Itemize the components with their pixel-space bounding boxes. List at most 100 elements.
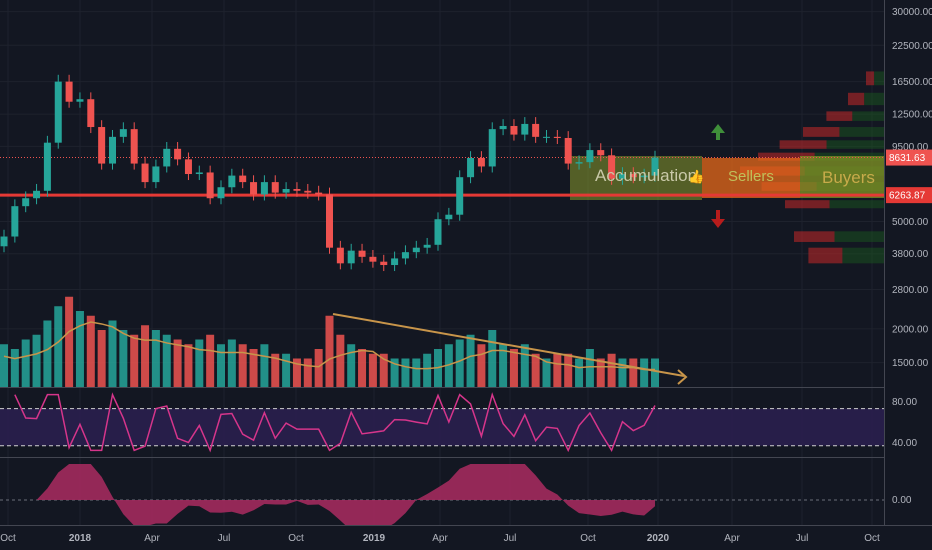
candle-body xyxy=(282,189,290,193)
candle-body xyxy=(510,125,518,135)
profile-bar xyxy=(794,231,835,242)
candle-body xyxy=(434,219,442,245)
candle-body xyxy=(87,99,95,128)
volume-bar xyxy=(119,330,128,387)
time-axis-label: Oct xyxy=(288,533,304,544)
volume-bar xyxy=(336,334,345,387)
candle-body xyxy=(11,206,19,237)
candle-body xyxy=(206,172,214,199)
candle-body xyxy=(315,192,323,195)
volume-bar xyxy=(141,325,150,387)
candle-body xyxy=(304,190,312,193)
buyers-zone xyxy=(800,156,884,198)
price-axis-label: 16500.00 xyxy=(892,77,932,88)
candle-body xyxy=(271,182,279,193)
profile-bar xyxy=(842,247,884,264)
volume-bar xyxy=(162,334,171,387)
volume-bar xyxy=(238,344,247,387)
volume-bar xyxy=(54,306,63,387)
profile-bar xyxy=(874,71,884,86)
candle-body xyxy=(564,137,572,164)
candle-body xyxy=(499,125,507,130)
price-axis[interactable] xyxy=(884,0,932,525)
volume-bar xyxy=(509,349,518,387)
candle-body xyxy=(65,81,73,102)
candle-body xyxy=(543,136,550,138)
candle-body xyxy=(98,127,106,164)
up-arrow-icon xyxy=(711,124,725,140)
volume-bar xyxy=(379,353,388,387)
volume-bar xyxy=(0,344,8,387)
profile-bar xyxy=(839,127,884,137)
candle-body xyxy=(130,129,138,164)
trendline-arrow-head xyxy=(677,369,688,385)
profile-bar xyxy=(826,140,884,149)
price-axis-label: 3800.00 xyxy=(892,249,929,260)
support-price-tag: 6263.87 xyxy=(886,187,932,204)
time-axis-label: Oct xyxy=(864,533,880,544)
candle-body xyxy=(239,175,247,183)
volume-bar xyxy=(195,339,204,387)
candle-body xyxy=(152,166,160,183)
volume-bars xyxy=(0,296,659,387)
accumulation-zone xyxy=(570,156,702,200)
volume-bar xyxy=(292,358,301,387)
time-axis-label: Oct xyxy=(0,533,16,544)
candle-body xyxy=(597,150,605,156)
volume-bar xyxy=(184,344,193,387)
volume-bar xyxy=(596,358,605,387)
volume-bar xyxy=(455,339,464,387)
rsi-axis-label-80: 80.00 xyxy=(892,397,917,408)
osc-axis-label: 0.00 xyxy=(892,495,912,506)
volume-bar xyxy=(130,334,139,387)
oscillator-pane xyxy=(0,457,932,536)
time-axis-label: Apr xyxy=(724,533,740,544)
candle-body xyxy=(195,172,203,175)
volume-bar xyxy=(86,315,95,387)
candle-body xyxy=(358,250,366,257)
volume-bar xyxy=(217,344,225,387)
zones xyxy=(570,156,884,200)
volume-bar xyxy=(520,344,529,387)
candle-body xyxy=(174,148,182,160)
price-axis-label: 22500.00 xyxy=(892,41,932,52)
volume-bar xyxy=(651,358,659,387)
time-axis-label: Jul xyxy=(504,533,517,544)
time-axis[interactable] xyxy=(0,525,884,550)
candle-body xyxy=(109,136,116,164)
profile-bar xyxy=(826,111,853,121)
sellers-zone xyxy=(702,158,800,198)
profile-bar xyxy=(864,92,884,106)
time-axis-label: 2019 xyxy=(363,533,386,544)
price-axis-label: 12500.00 xyxy=(892,110,932,121)
volume-bar xyxy=(368,353,377,387)
profile-bar xyxy=(779,140,827,149)
time-axis-label: 2020 xyxy=(647,533,670,544)
volume-bar xyxy=(227,339,236,387)
candle-body xyxy=(488,129,496,167)
volume-bar xyxy=(553,353,562,387)
candle-body xyxy=(33,190,41,199)
candle-body xyxy=(228,175,236,188)
candle-body xyxy=(651,157,659,176)
volume-bar xyxy=(466,334,475,387)
price-axis-label: 9500.00 xyxy=(892,142,929,153)
price-axis-labels: 30000.00 22500.00 16500.00 12500.00 9500.00 5… xyxy=(892,7,932,369)
volume-bar xyxy=(65,296,74,387)
last-price-label: 8631.63 xyxy=(889,153,926,164)
candle-body xyxy=(260,182,268,195)
trendline xyxy=(332,313,685,377)
price-axis-label: 2000.00 xyxy=(892,324,929,335)
volume-bar xyxy=(499,344,508,387)
volume-bar xyxy=(358,349,367,387)
rsi-band xyxy=(0,408,884,446)
profile-bar xyxy=(785,200,830,209)
candle-body xyxy=(141,163,149,183)
rsi-axis-label-40: 40.00 xyxy=(892,438,917,449)
volume-bar xyxy=(444,344,453,387)
volume-bar xyxy=(575,358,584,387)
time-axis-label: 2018 xyxy=(69,533,92,544)
volume-bar xyxy=(477,344,486,387)
volume-bar xyxy=(97,330,106,387)
